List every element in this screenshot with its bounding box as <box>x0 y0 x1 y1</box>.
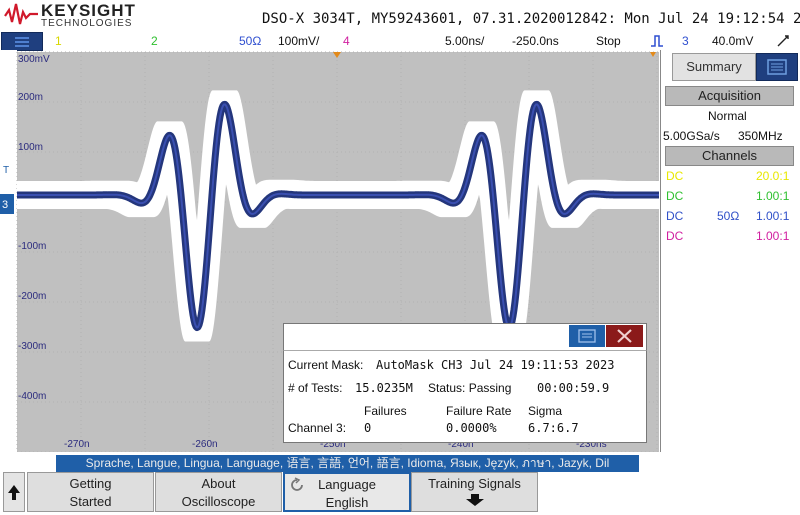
ch1-coupling: DC <box>666 169 684 183</box>
trigger-position-marker <box>333 52 341 58</box>
scope-title: DSO-X 3034T, MY59243601, 07.31.202001284… <box>262 11 800 27</box>
ch3-probe: 1.00:1 <box>756 209 790 223</box>
channel-3-waveform-highlight <box>17 103 659 329</box>
run-state[interactable]: Stop <box>596 34 621 48</box>
softkey-label: Language <box>318 477 376 492</box>
softkey-label: Getting <box>69 476 112 491</box>
y-tick-label: -100m <box>18 241 47 252</box>
svg-text:T: T <box>3 165 9 176</box>
channel-4-indicator[interactable]: 4 <box>343 34 350 48</box>
acquisition-header: Acquisition <box>665 86 794 106</box>
brand-subtitle: TECHNOLOGIES <box>41 18 133 29</box>
panel-list-icon[interactable] <box>756 53 798 81</box>
ground-marker-icon[interactable]: T 3 <box>0 162 16 214</box>
x-tick-label: -270n <box>64 439 90 450</box>
softkey-label: Training Signals <box>428 476 521 491</box>
current-mask-label: Current Mask: <box>288 358 364 372</box>
dialog-close-icon[interactable] <box>606 325 643 347</box>
info-panel <box>660 50 800 452</box>
channel-bar <box>0 32 800 50</box>
x-tick-label: -250n <box>320 439 346 450</box>
y-tick-label: 300mV <box>18 54 50 65</box>
col-failures: Failures <box>364 404 407 418</box>
ch3-coupling: DC <box>666 209 684 223</box>
sigma-value: 6.7:6.7 <box>528 421 579 435</box>
left-marker-strip <box>0 50 17 452</box>
y-tick-label: 100m <box>18 142 44 153</box>
failures-value: 0 <box>364 421 372 435</box>
tests-label: # of Tests: <box>288 381 343 395</box>
bandwidth: 350MHz <box>738 129 783 143</box>
summary-tab[interactable]: Summary <box>672 53 756 81</box>
keysight-logo-icon <box>4 3 38 25</box>
getting-started-softkey[interactable]: Getting Started <box>27 472 154 512</box>
waveform-display[interactable] <box>0 50 660 452</box>
channel-3-waveform <box>14 100 660 331</box>
ch3-impedance: 50Ω <box>717 209 740 223</box>
col-failure-rate: Failure Rate <box>446 404 512 418</box>
ch1-probe: 20.0:1 <box>756 169 790 183</box>
failure-rate-value: 0.0000% <box>446 421 497 435</box>
dialog-list-icon[interactable] <box>569 325 605 347</box>
channel-3-impedance[interactable]: 50Ω <box>239 34 262 48</box>
rotate-icon <box>291 477 303 491</box>
y-tick-label: -200m <box>18 291 47 302</box>
acquisition-mode: Normal <box>708 109 747 123</box>
x-tick-label: -240n <box>448 439 474 450</box>
about-oscilloscope-softkey[interactable]: About Oscilloscope <box>155 472 282 512</box>
x-tick-label: -260n <box>192 439 218 450</box>
training-signals-softkey[interactable]: Training Signals <box>411 472 538 512</box>
ch2-coupling: DC <box>666 189 684 203</box>
trigger-level[interactable]: 40.0mV <box>712 34 754 48</box>
trigger-position-marker-right <box>650 52 656 57</box>
softkey-label: Started <box>69 494 112 509</box>
back-button[interactable] <box>3 472 25 512</box>
ch2-probe: 1.00:1 <box>756 189 790 203</box>
language-strip: Sprache, Langue, Lingua, Language, 语言, 言… <box>56 455 639 472</box>
y-tick-label: -300m <box>18 341 47 352</box>
softkey-value: English <box>325 495 369 510</box>
status-text: Status: Passing <box>428 381 512 395</box>
y-tick-label: 200m <box>18 92 44 103</box>
arrow-down-icon <box>465 494 484 506</box>
main-menu-button[interactable] <box>1 32 43 51</box>
softkey-label: Oscilloscope <box>181 494 256 509</box>
ch4-probe: 1.00:1 <box>756 229 790 243</box>
svg-text:3: 3 <box>2 199 8 211</box>
language-softkey[interactable]: Language English <box>283 472 411 512</box>
trigger-source[interactable]: 3 <box>682 34 689 48</box>
y-tick-label: -400m <box>18 391 47 402</box>
menu-icon <box>15 37 29 39</box>
channel-2-indicator[interactable]: 2 <box>151 34 158 48</box>
delay-value[interactable]: -250.0ns <box>512 34 559 48</box>
x-tick-label: -230ns <box>576 439 607 450</box>
trigger-edge-icon <box>651 35 663 47</box>
brand-name: KEYSIGHT <box>41 1 136 20</box>
col-sigma: Sigma <box>528 404 563 418</box>
softkey-label: About <box>201 476 236 491</box>
current-mask-value: AutoMask CH3 Jul 24 19:11:53 2023 <box>376 358 615 372</box>
channel-3-scale[interactable]: 100mV/ <box>278 34 320 48</box>
header-bar <box>0 0 800 32</box>
sample-rate: 5.00GSa/s <box>663 129 720 143</box>
row-label: Channel 3: <box>288 421 347 435</box>
channels-header: Channels <box>665 146 794 166</box>
channel-1-indicator[interactable]: 1 <box>55 34 62 48</box>
timebase-value[interactable]: 5.00ns/ <box>445 34 485 48</box>
tests-value: 15.0235M <box>355 381 413 395</box>
elapsed-time: 00:00:59.9 <box>537 381 610 395</box>
ch4-coupling: DC <box>666 229 684 243</box>
settings-icon[interactable] <box>776 34 792 48</box>
